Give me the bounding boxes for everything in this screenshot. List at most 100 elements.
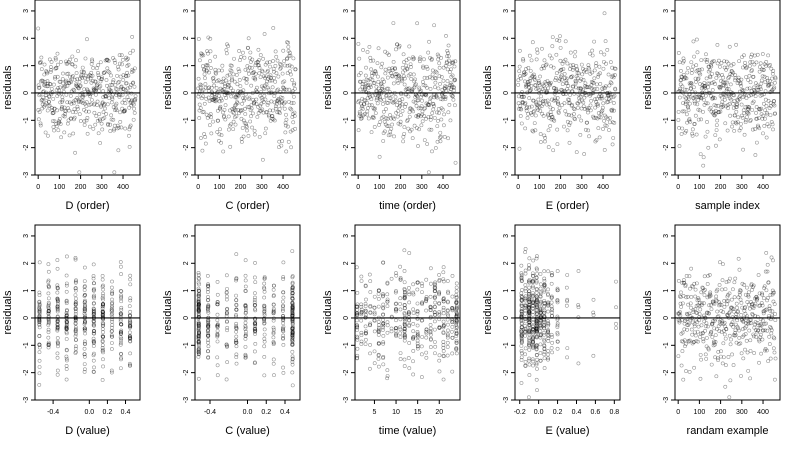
data-point	[364, 100, 369, 105]
data-point	[693, 330, 697, 335]
data-point	[420, 302, 425, 306]
data-point	[534, 343, 539, 348]
data-point	[441, 339, 446, 344]
data-point	[450, 94, 455, 98]
data-point	[447, 102, 452, 107]
data-point	[362, 98, 367, 102]
data-point	[539, 104, 544, 109]
data-point	[752, 53, 757, 58]
data-point	[86, 90, 90, 95]
y-tick-label: 0	[23, 91, 30, 95]
data-point	[67, 108, 71, 113]
data-point	[64, 358, 69, 363]
data-point	[715, 315, 720, 319]
data-point	[756, 123, 760, 128]
data-point	[439, 74, 444, 79]
data-point	[101, 110, 106, 115]
data-point	[100, 378, 105, 382]
data-point	[433, 80, 438, 85]
data-point	[394, 331, 398, 336]
data-point	[119, 125, 124, 130]
data-point	[237, 78, 242, 82]
data-point	[206, 333, 210, 338]
data-point	[285, 71, 290, 76]
data-point	[679, 363, 684, 368]
data-point	[196, 302, 201, 306]
data-point	[394, 326, 399, 330]
data-point	[519, 329, 524, 334]
data-point	[56, 128, 61, 133]
data-point	[747, 86, 752, 91]
data-point	[46, 309, 51, 314]
data-point	[450, 306, 454, 311]
data-point	[415, 94, 420, 99]
data-point	[712, 342, 717, 347]
data-point	[46, 302, 51, 307]
data-point	[289, 64, 294, 69]
data-point	[681, 56, 686, 61]
data-point	[756, 124, 761, 129]
data-point	[420, 318, 425, 323]
data-point	[749, 93, 754, 98]
data-point	[417, 85, 422, 90]
data-point	[214, 86, 219, 90]
data-point	[598, 82, 603, 86]
data-point	[253, 360, 257, 365]
data-point	[534, 321, 539, 326]
data-point	[758, 303, 762, 308]
data-point	[768, 101, 773, 105]
data-point	[535, 254, 539, 259]
data-point	[237, 49, 242, 53]
data-point	[558, 58, 563, 63]
data-point	[701, 288, 706, 293]
data-point	[67, 81, 72, 85]
data-point	[538, 311, 543, 316]
data-point	[757, 360, 761, 365]
data-point	[730, 124, 734, 129]
data-point	[435, 95, 439, 100]
x-tick-label: 100	[534, 184, 546, 191]
y-tick-label: -3	[663, 172, 670, 178]
data-point	[534, 102, 539, 107]
y-tick-label: -3	[343, 172, 350, 178]
data-point	[566, 84, 571, 88]
data-point	[110, 289, 115, 294]
data-point	[97, 112, 102, 116]
data-point	[696, 339, 700, 344]
data-point	[749, 55, 753, 59]
data-point	[64, 377, 69, 382]
data-point	[538, 272, 543, 276]
data-point	[583, 127, 588, 132]
data-point	[110, 291, 114, 296]
data-point	[97, 85, 102, 90]
data-point	[402, 322, 407, 327]
data-point	[128, 322, 132, 327]
data-point	[290, 325, 295, 330]
data-point	[538, 318, 543, 323]
data-point	[530, 327, 535, 331]
data-point	[594, 61, 599, 66]
y-tick-label: -2	[343, 144, 350, 150]
data-point	[691, 95, 695, 100]
data-point	[764, 307, 769, 312]
data-point	[372, 361, 377, 366]
data-point	[372, 294, 377, 299]
data-point	[519, 358, 524, 362]
data-point	[704, 76, 709, 81]
data-point	[378, 119, 383, 124]
data-point	[51, 111, 55, 115]
data-point	[693, 287, 698, 292]
data-point	[611, 73, 615, 78]
data-point	[54, 88, 59, 92]
data-point	[215, 339, 220, 344]
data-point	[119, 84, 124, 89]
x-tick-label: 200	[715, 184, 727, 191]
data-point	[689, 81, 694, 85]
data-point	[518, 114, 523, 118]
data-point	[272, 118, 277, 123]
data-point	[770, 88, 775, 92]
data-point	[441, 311, 446, 316]
data-point	[415, 309, 420, 313]
data-point	[720, 99, 725, 104]
data-point	[680, 126, 685, 131]
